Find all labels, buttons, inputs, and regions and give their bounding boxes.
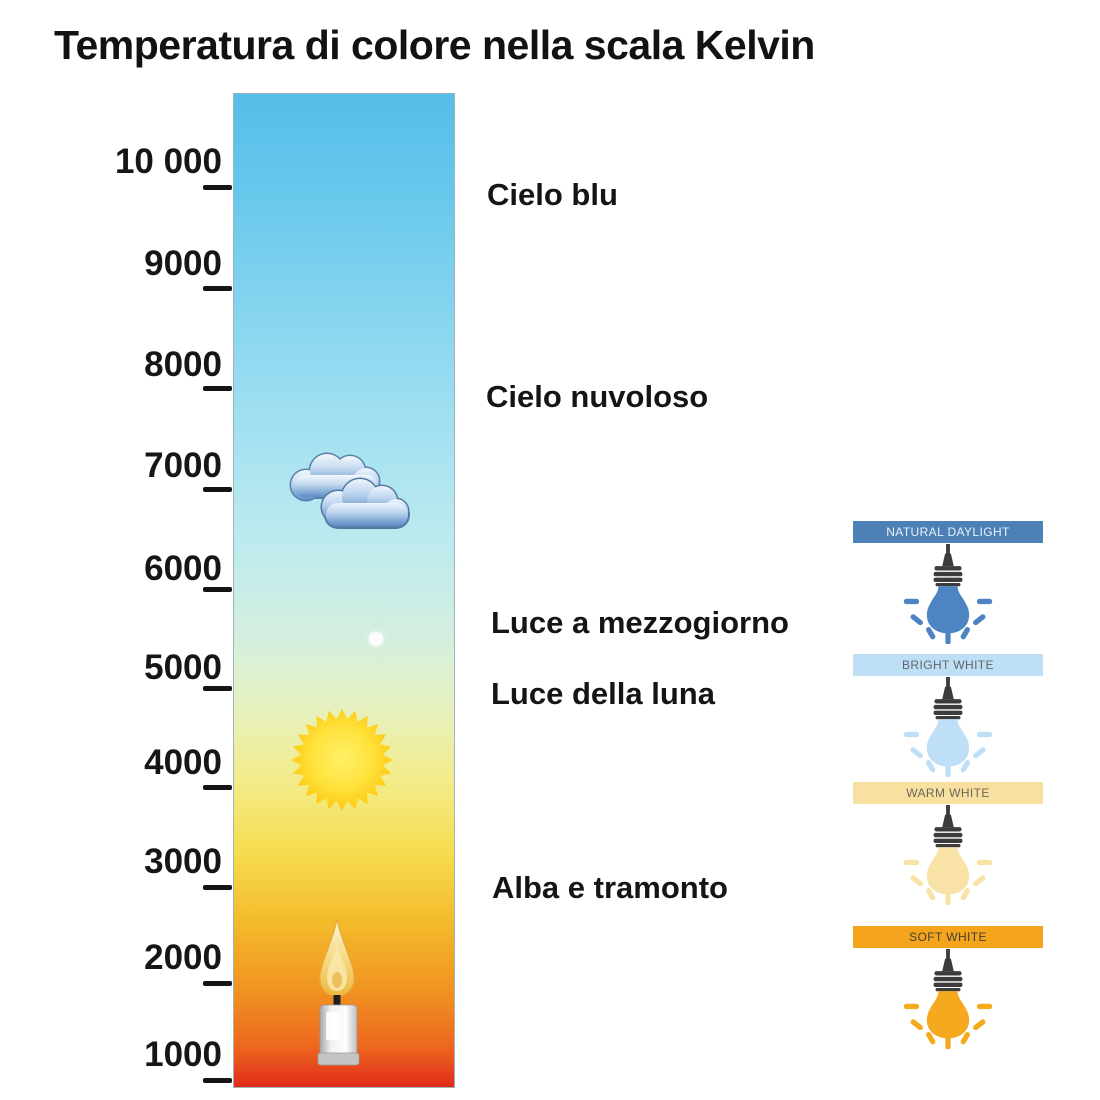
sun-icon <box>290 708 394 812</box>
tick-mark <box>203 286 232 291</box>
clouds-icon <box>289 452 410 529</box>
moon-icon <box>369 632 383 646</box>
kelvin-gradient-bar <box>233 93 455 1088</box>
annotation-cielo-nuvoloso: Cielo nuvoloso <box>486 379 709 414</box>
page-title: Temperatura di colore nella scala Kelvin <box>54 22 815 68</box>
tick-mark <box>203 185 232 190</box>
tick-label-4000: 4000 <box>144 743 222 782</box>
candle-icon <box>317 918 360 1066</box>
tick-mark <box>203 587 232 592</box>
annotation-luce-mezzogiorno: Luce a mezzogiorno <box>491 605 789 640</box>
legend-banner: NATURAL DAYLIGHT <box>853 521 1043 543</box>
legend-banner: BRIGHT WHITE <box>853 654 1043 676</box>
annotation-alba-tramonto: Alba e tramonto <box>492 870 728 905</box>
legend-item-soft-white: SOFT WHITE <box>853 926 1043 1049</box>
tick-label-6000: 6000 <box>144 549 222 588</box>
tick-mark <box>203 885 232 890</box>
tick-label-9000: 9000 <box>144 244 222 283</box>
light-bulb-icon <box>894 544 1002 644</box>
legend-banner: WARM WHITE <box>853 782 1043 804</box>
tick-mark <box>203 686 232 691</box>
tick-label-7000: 7000 <box>144 446 222 485</box>
annotation-cielo-blu: Cielo blu <box>487 177 618 212</box>
annotation-luce-luna: Luce della luna <box>491 676 715 711</box>
legend-item-bright-white: BRIGHT WHITE <box>853 654 1043 777</box>
legend-item-natural-daylight: NATURAL DAYLIGHT <box>853 521 1043 644</box>
tick-label-8000: 8000 <box>144 345 222 384</box>
legend-banner: SOFT WHITE <box>853 926 1043 948</box>
tick-mark <box>203 386 232 391</box>
tick-mark <box>203 1078 232 1083</box>
light-bulb-icon <box>894 805 1002 905</box>
tick-mark <box>203 981 232 986</box>
tick-mark <box>203 785 232 790</box>
legend-item-warm-white: WARM WHITE <box>853 782 1043 905</box>
light-bulb-icon <box>894 949 1002 1049</box>
light-bulb-icon <box>894 677 1002 777</box>
tick-label-3000: 3000 <box>144 842 222 881</box>
tick-mark <box>203 487 232 492</box>
tick-label-5000: 5000 <box>144 648 222 687</box>
tick-label-2000: 2000 <box>144 938 222 977</box>
tick-label-10000: 10 000 <box>114 142 222 181</box>
tick-label-1000: 1000 <box>144 1035 222 1074</box>
